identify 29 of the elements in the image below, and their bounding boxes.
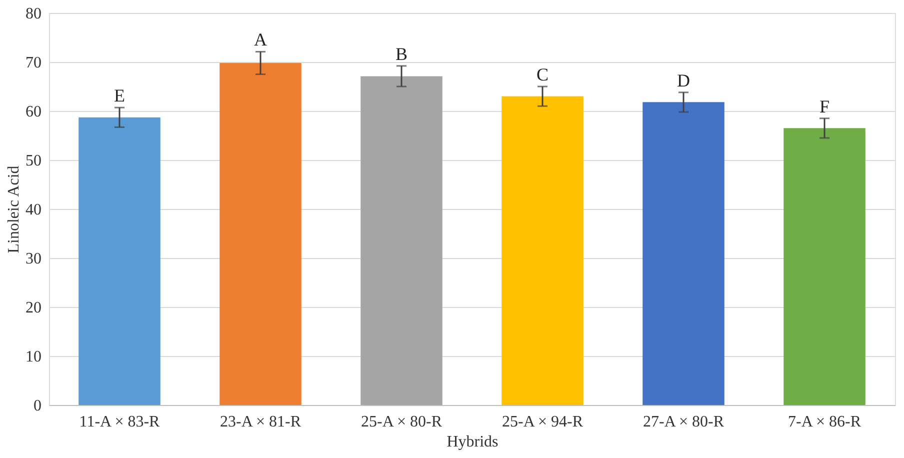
x-tick-label: 27-A × 80-R bbox=[642, 414, 724, 430]
x-axis-title: Hybrids bbox=[446, 434, 498, 450]
x-tick-label: 7-A × 86-R bbox=[788, 414, 862, 430]
y-tick-label: 80 bbox=[26, 6, 42, 22]
y-tick-label: 30 bbox=[26, 250, 42, 268]
annotation: D bbox=[677, 70, 690, 90]
x-tick-label: 11-A × 83-R bbox=[79, 414, 160, 430]
annotation: A bbox=[254, 30, 267, 50]
x-tick-label: 25-A × 80-R bbox=[360, 414, 442, 430]
y-tick-label: 10 bbox=[26, 348, 42, 366]
annotation: F bbox=[819, 96, 830, 116]
y-tick-label: 40 bbox=[26, 202, 42, 218]
y-tick-label: 70 bbox=[26, 54, 42, 72]
y-tick-label: 60 bbox=[26, 104, 42, 120]
y-tick-label: 0 bbox=[34, 398, 42, 414]
annotation: E bbox=[114, 86, 125, 106]
bar bbox=[784, 128, 866, 405]
bar bbox=[642, 102, 724, 405]
y-tick-label: 20 bbox=[26, 300, 42, 316]
annotation: B bbox=[395, 44, 408, 64]
y-tick-label: 50 bbox=[26, 152, 42, 170]
y-axis-title: Linoleic Acid bbox=[6, 166, 22, 254]
bar bbox=[220, 62, 302, 405]
annotation: C bbox=[536, 64, 549, 84]
x-tick-label: 25-A × 94-R bbox=[502, 414, 584, 430]
bar bbox=[78, 117, 160, 405]
bar bbox=[360, 76, 442, 405]
bar bbox=[502, 96, 584, 405]
x-tick-label: 23-A × 81-R bbox=[220, 414, 302, 430]
